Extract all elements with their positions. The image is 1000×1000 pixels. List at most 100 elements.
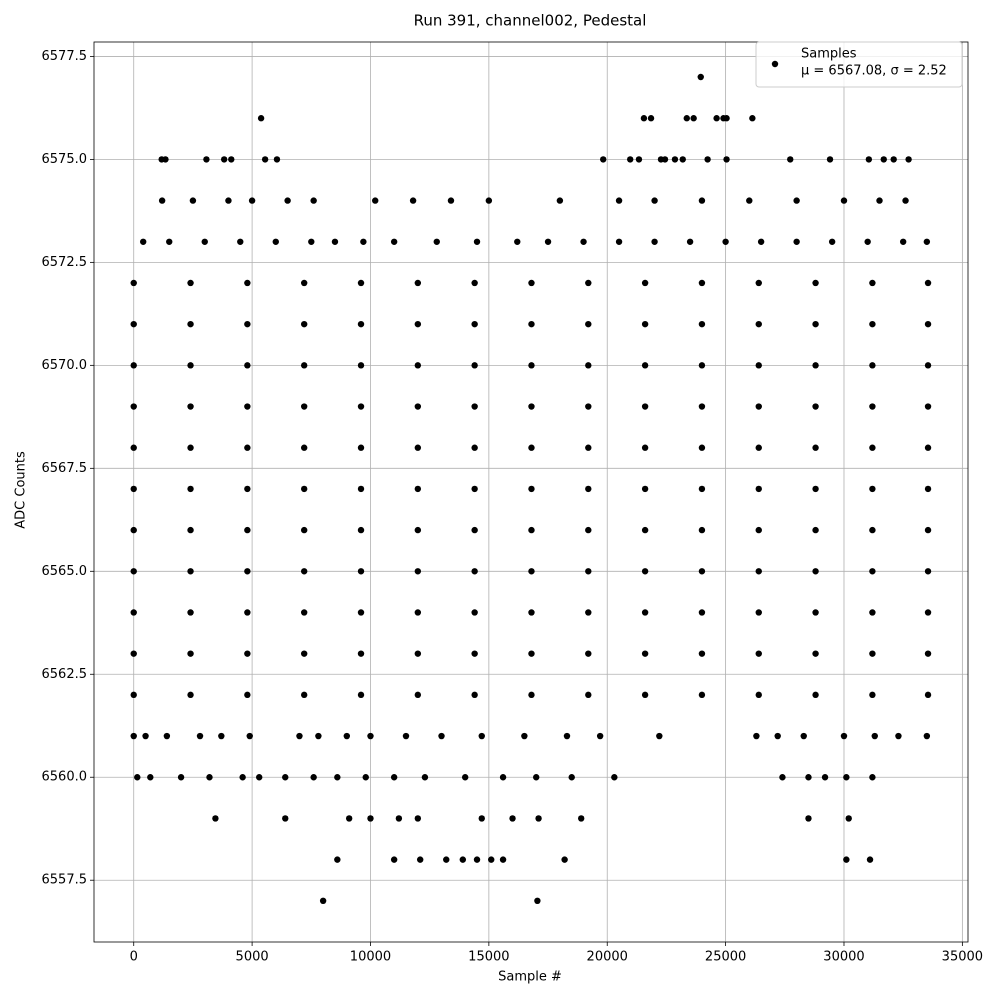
- point: [244, 403, 251, 410]
- point: [580, 238, 587, 245]
- point: [244, 526, 251, 534]
- point: [869, 444, 876, 451]
- point: [162, 156, 169, 163]
- y-tick-label: 6562.5: [42, 667, 88, 682]
- y-tick-label: 6570.0: [42, 358, 88, 373]
- point: [187, 362, 194, 369]
- point: [869, 320, 876, 328]
- point: [220, 156, 228, 163]
- point: [471, 609, 478, 616]
- point: [641, 526, 649, 534]
- point: [533, 774, 540, 781]
- point: [787, 156, 794, 163]
- point: [812, 609, 819, 616]
- point: [869, 774, 876, 781]
- point: [757, 238, 765, 245]
- point: [869, 526, 876, 534]
- point: [641, 403, 649, 410]
- plot-frame: [93, 41, 969, 943]
- legend-marker: [771, 60, 779, 68]
- point: [471, 691, 478, 699]
- point: [357, 444, 365, 451]
- point: [641, 279, 649, 287]
- point: [651, 197, 658, 204]
- point: [577, 815, 585, 822]
- point: [471, 279, 478, 287]
- point: [698, 444, 706, 451]
- point: [300, 650, 308, 657]
- point: [528, 362, 535, 369]
- point: [755, 526, 762, 534]
- point: [319, 897, 327, 905]
- point: [774, 732, 781, 740]
- point: [499, 774, 507, 781]
- point: [130, 732, 137, 740]
- point: [300, 568, 308, 575]
- point: [568, 774, 575, 781]
- point: [923, 732, 931, 740]
- point: [300, 485, 308, 493]
- point: [521, 732, 528, 740]
- point: [414, 650, 422, 657]
- point: [585, 526, 592, 534]
- point: [683, 115, 690, 122]
- point: [686, 238, 694, 245]
- point: [130, 362, 137, 369]
- point: [345, 815, 353, 822]
- point: [228, 156, 235, 163]
- point: [372, 197, 379, 204]
- point: [845, 815, 852, 822]
- point: [585, 568, 592, 575]
- point: [864, 238, 871, 245]
- point: [248, 197, 256, 204]
- point: [713, 115, 720, 122]
- point: [390, 238, 398, 245]
- point: [201, 238, 208, 245]
- point: [414, 444, 422, 451]
- point: [187, 609, 194, 616]
- point: [843, 856, 850, 863]
- point: [812, 568, 819, 575]
- point: [471, 485, 478, 493]
- x-tick-label: 10000: [350, 950, 391, 965]
- point: [300, 444, 308, 451]
- point: [300, 691, 308, 699]
- point: [755, 403, 762, 410]
- point: [142, 732, 149, 740]
- point: [473, 856, 481, 863]
- point: [130, 691, 137, 699]
- point: [753, 732, 760, 740]
- series: [130, 73, 932, 905]
- x-tick-label: 25000: [705, 950, 746, 965]
- point: [244, 609, 251, 616]
- point: [561, 856, 568, 863]
- point: [826, 156, 834, 163]
- point: [843, 774, 850, 781]
- point: [414, 485, 422, 493]
- point: [206, 774, 213, 781]
- point: [924, 568, 932, 575]
- point: [821, 774, 829, 781]
- point: [793, 197, 800, 204]
- y-tick-label: 6560.0: [42, 770, 88, 785]
- point: [869, 650, 876, 657]
- point: [334, 774, 341, 781]
- point: [130, 650, 137, 657]
- point: [257, 115, 265, 122]
- point: [615, 197, 623, 204]
- point: [812, 526, 819, 534]
- point: [600, 156, 607, 163]
- point: [514, 238, 521, 245]
- point: [596, 732, 604, 740]
- point: [698, 197, 706, 204]
- point: [261, 156, 269, 163]
- point: [755, 444, 762, 451]
- point: [357, 691, 365, 699]
- point: [869, 362, 876, 369]
- point: [300, 403, 308, 410]
- point: [755, 362, 762, 369]
- point: [244, 568, 251, 575]
- x-tick-label: 30000: [823, 950, 864, 965]
- point: [471, 526, 478, 534]
- point: [134, 774, 141, 781]
